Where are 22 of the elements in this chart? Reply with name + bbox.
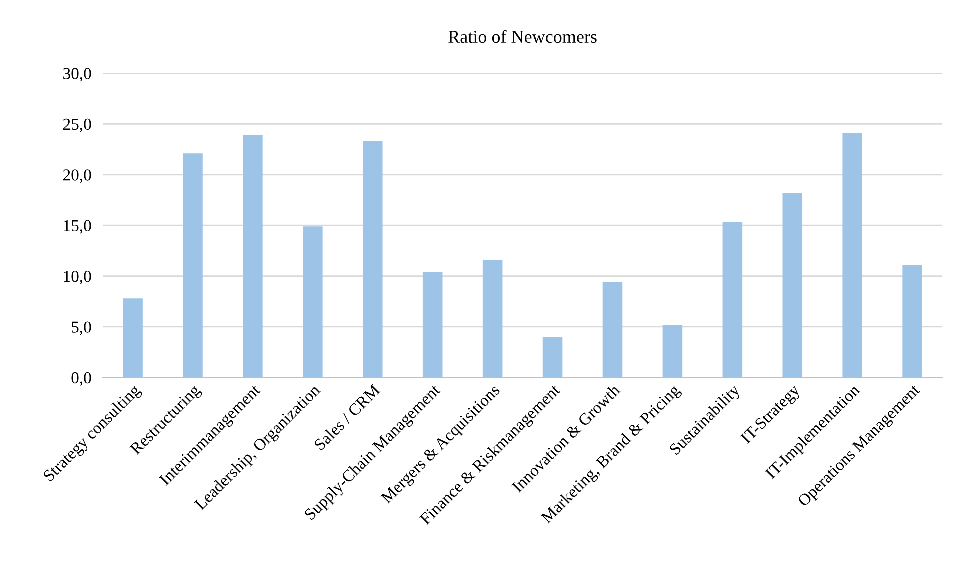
y-tick-label: 20,0 [63,170,92,184]
bar [842,133,862,378]
y-tick-label: 15,0 [64,220,92,234]
bar [243,135,263,378]
y-tick-label: 30,0 [64,68,92,82]
y-tick-label: 5,0 [72,322,92,336]
bar [183,154,203,378]
y-tick-label: 0,0 [72,372,92,386]
bar [602,282,623,378]
bar [902,265,922,378]
bar [782,193,803,378]
bar [722,222,743,378]
bar [662,324,683,378]
bar [422,272,443,378]
chart-title: Ratio of Newcomers [448,30,597,44]
bar [482,260,503,378]
bar [123,298,143,378]
y-tick-label: 10,0 [64,270,92,285]
bar [542,337,563,378]
bar [303,226,323,378]
bar [362,141,383,378]
y-tick-label: 25,0 [63,118,92,133]
